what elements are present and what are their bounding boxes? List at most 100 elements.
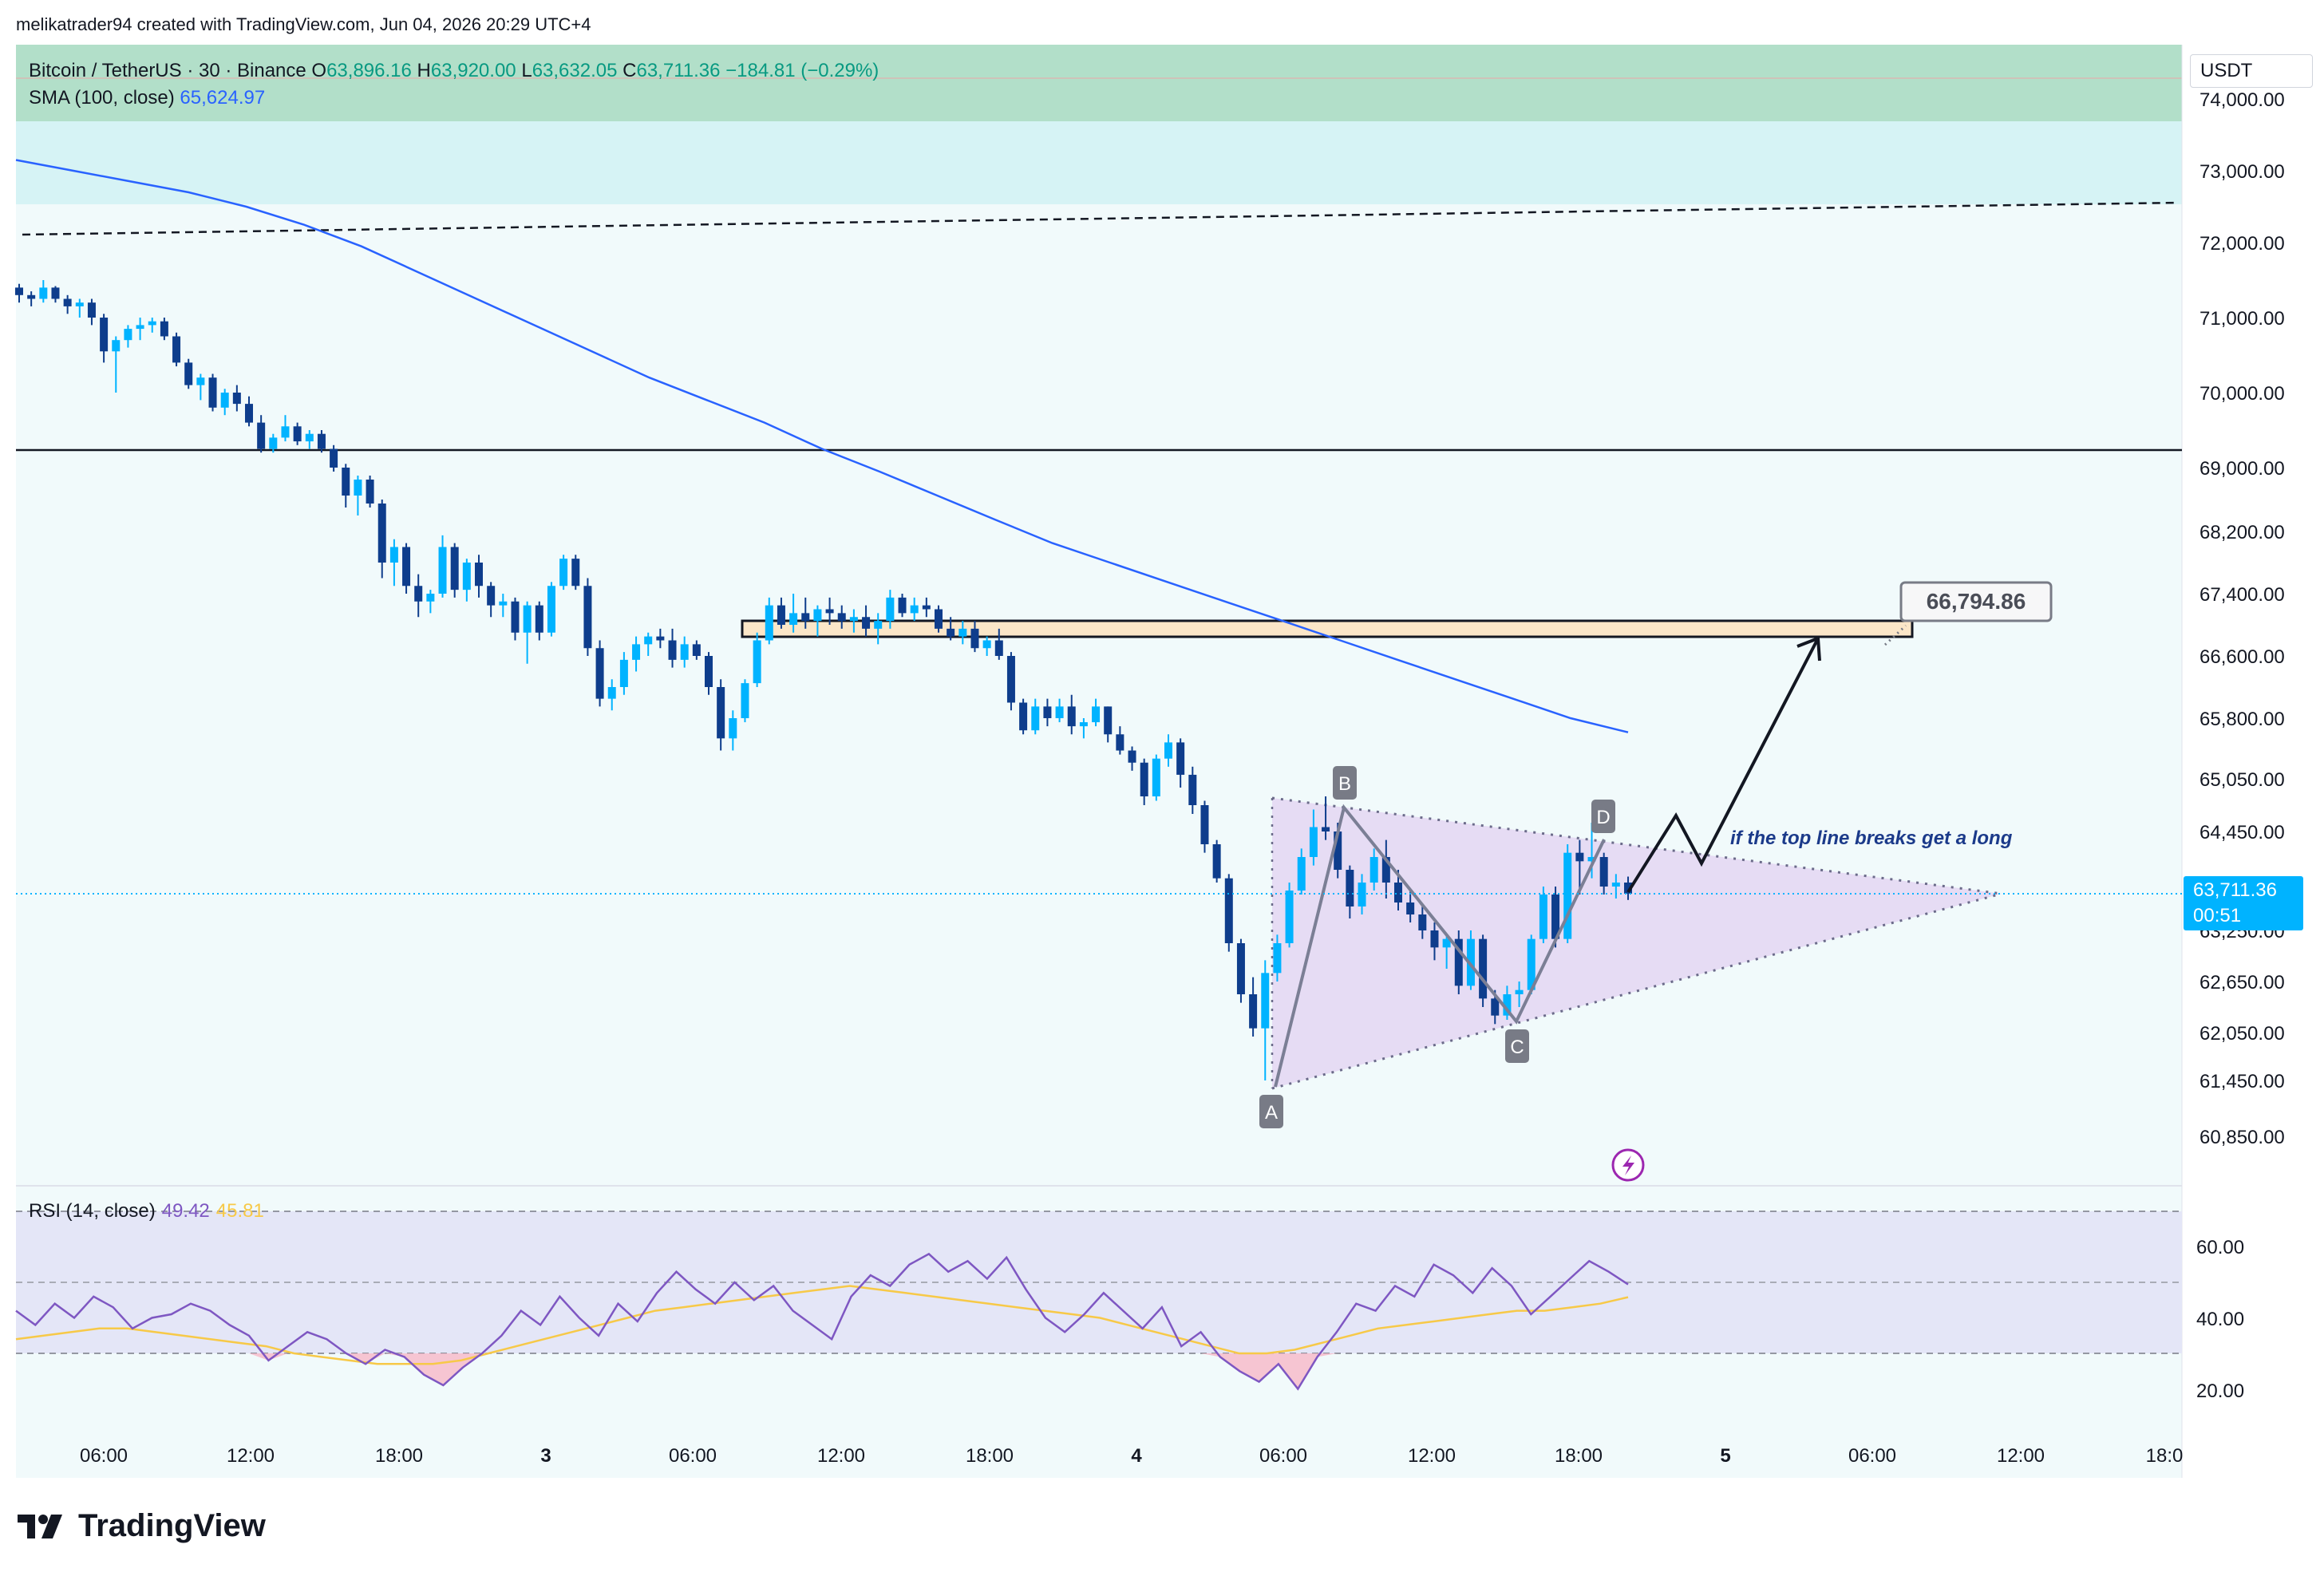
price-axis-label: 60,850.00 <box>2200 1127 2285 1148</box>
legend-open-label: O <box>311 60 327 81</box>
candle-body <box>257 422 266 449</box>
triangle-bottom-line[interactable] <box>1271 892 2002 1090</box>
top-band <box>16 45 2182 121</box>
candle <box>499 594 508 618</box>
candle-body <box>1309 827 1318 857</box>
candle-body <box>1454 938 1463 986</box>
candle-body <box>148 321 156 326</box>
candle-body <box>1611 883 1620 887</box>
abcd-pattern-line[interactable] <box>1274 804 1606 1088</box>
legend-symbol[interactable]: Bitcoin / TetherUS · 30 · Binance <box>29 60 306 81</box>
candle <box>1031 698 1040 735</box>
candle <box>958 621 967 645</box>
candle <box>462 559 471 602</box>
candle-body <box>487 586 496 606</box>
candle <box>886 590 895 629</box>
candle <box>813 605 822 637</box>
candle <box>535 601 543 641</box>
price-axis-label: 66,600.00 <box>2200 646 2285 668</box>
candle-body <box>124 329 132 341</box>
lightning-icon[interactable] <box>1611 1148 1645 1182</box>
candle <box>1285 883 1294 948</box>
price-axis-label: 64,450.00 <box>2200 822 2285 843</box>
candle-body <box>692 644 701 656</box>
legend-low-label: L <box>521 60 532 81</box>
legend-ohlc-row: Bitcoin / TetherUS · 30 · Binance O63,89… <box>29 57 879 85</box>
candle-body <box>1418 914 1427 930</box>
candle-body <box>874 621 883 629</box>
candle-body <box>729 718 737 739</box>
candle-body <box>1261 973 1270 1029</box>
projected-path[interactable] <box>1626 638 1820 894</box>
target-price-label[interactable]: 66,794.86 <box>1899 581 2053 622</box>
wave-label-d: D <box>1591 800 1615 833</box>
long-annotation[interactable]: if the top line breaks get a long <box>1730 827 2013 849</box>
price-axis-label: 74,000.00 <box>2200 89 2285 111</box>
candle-body <box>499 601 508 606</box>
candle-body <box>583 586 592 649</box>
candle <box>511 597 520 641</box>
candle <box>377 500 386 579</box>
chart-legend: Bitcoin / TetherUS · 30 · Binance O63,89… <box>29 57 879 112</box>
candle-body <box>1381 857 1390 883</box>
legend-low: 63,632.05 <box>532 60 618 81</box>
candle <box>1273 934 1282 982</box>
upper-dashed-trendline[interactable] <box>22 201 2180 236</box>
symmetrical-triangle[interactable] <box>1272 798 2002 1088</box>
candle <box>1418 906 1427 939</box>
candle-body <box>172 336 181 363</box>
time-axis-label: 12:00 <box>1997 1445 2045 1467</box>
time-axis[interactable]: 06:00 12:00 18:00 3 06:00 12:00 18:00 4 06:00 12:… <box>80 1445 2183 1467</box>
candle-body <box>970 628 979 649</box>
tradingview-logo[interactable]: TradingView <box>18 1508 266 1544</box>
candle <box>837 605 846 629</box>
time-axis-label: 5 <box>1720 1445 1730 1467</box>
price-axis-label: 71,000.00 <box>2200 308 2285 330</box>
legend-sma-row[interactable]: SMA (100, close) 65,624.97 <box>29 85 879 112</box>
candle-body <box>75 302 84 306</box>
candle-body <box>1503 994 1512 1016</box>
candle <box>63 294 72 314</box>
rsi-axis-label: 40.00 <box>2196 1309 2244 1330</box>
candle-body <box>1212 844 1221 879</box>
candle <box>438 535 447 598</box>
price-axis[interactable]: 74,000.00 73,000.00 72,000.00 71,000.00 70,0… <box>2200 89 2285 1148</box>
candle <box>1116 726 1124 755</box>
candle <box>982 636 991 656</box>
price-axis-label: 65,800.00 <box>2200 709 2285 730</box>
candle-body <box>547 586 555 633</box>
candlestick-series[interactable] <box>15 280 1632 1080</box>
candle-body <box>898 597 907 614</box>
candle <box>729 710 737 751</box>
candle-body <box>849 617 858 622</box>
candle-body <box>475 563 483 587</box>
candle-body <box>1236 943 1245 994</box>
candle <box>1430 922 1439 961</box>
time-axis-label: 18:00 <box>966 1445 1014 1467</box>
candle-body <box>1273 943 1282 974</box>
candle <box>208 373 217 412</box>
candle-body <box>1370 857 1378 883</box>
candle-body <box>27 294 36 299</box>
supply-zone[interactable] <box>741 619 1914 638</box>
candle <box>160 318 168 341</box>
candle-body <box>559 559 568 587</box>
time-axis-label: 06:00 <box>1848 1445 1896 1467</box>
candle-body <box>523 605 532 633</box>
candle <box>1309 809 1318 866</box>
rsi-legend[interactable]: RSI (14, close) 49.42 45.81 <box>29 1200 264 1222</box>
candle-body <box>753 640 761 684</box>
candle-body <box>1104 706 1113 735</box>
candle-body <box>1249 994 1258 1029</box>
candle-body <box>184 362 193 385</box>
candle-body <box>1140 762 1148 796</box>
currency-selector[interactable]: USDT <box>2190 54 2313 88</box>
candle <box>75 298 84 318</box>
candle-body <box>1587 857 1596 862</box>
target-connector <box>1883 624 1907 646</box>
candle-body <box>389 547 398 563</box>
tradingview-logo-icon <box>18 1514 62 1538</box>
rsi-axis[interactable]: 60.00 40.00 20.00 <box>2196 1237 2244 1402</box>
wave-label-a-text: A <box>1265 1102 1278 1124</box>
